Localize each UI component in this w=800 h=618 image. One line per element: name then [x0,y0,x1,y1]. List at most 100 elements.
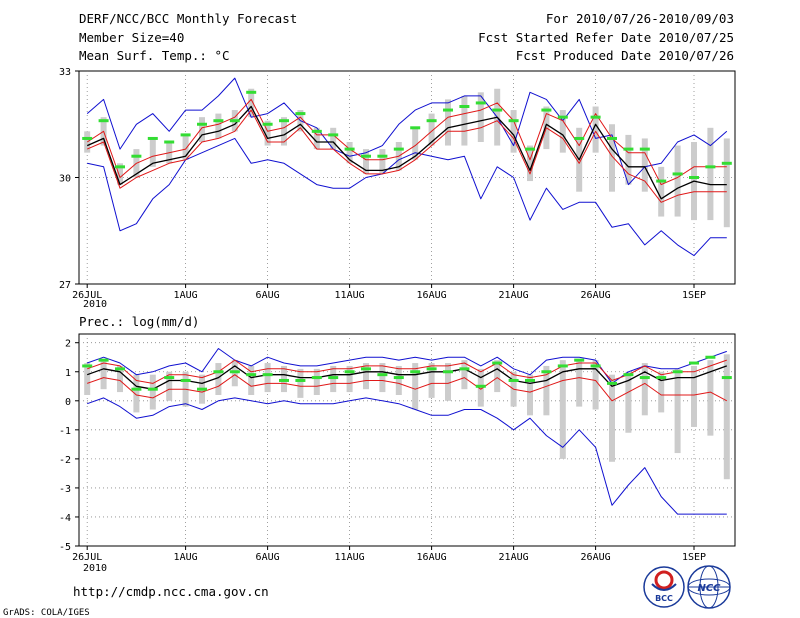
temp-xtick-label: 26AUG [581,290,611,301]
temp-spread-bar [428,113,435,146]
prec-spread-bar [248,365,255,395]
temp-xtick-label: 1AUG [174,290,198,301]
prec-spread-bar [149,374,156,410]
prec-spread-bar [313,368,320,395]
prec-panel: -5 -4 -3 -2 -1 0 1 2 26JUL 1AUG 6AUG 11AUG 16AUG 21AU… [59,334,735,563]
prec-ytick-label: -5 [59,542,71,553]
temp-xtick-label: 6AUG [256,290,280,301]
prec-spread-bar [84,363,91,395]
temp-upper-line [86,98,727,186]
prec-spread-bar [625,371,632,433]
prec-spread-bar [494,360,501,393]
prec-spread-bar [412,363,419,410]
prec-ytick-label: -1 [59,426,71,437]
prec-xtick-label: 26JUL [72,552,102,563]
fcst-started-date: Fcst Started Refer Date 2010/07/25 [478,30,734,45]
prec-spread-bar [264,363,271,393]
prec-spread-bar [215,363,222,395]
prec-ytick-label: 1 [65,368,71,379]
temp-xtick-label: 11AUG [335,290,365,301]
temp-spread-bar [609,124,615,192]
prec-ytick-label: -4 [59,513,71,524]
temp-spread-bar [592,106,599,153]
variable-label: Mean Surf. Temp.: °C [79,48,230,63]
prec-spread-bar [674,368,681,454]
prec-ytick-label: 2 [65,339,71,350]
bcc-logo: BCC [643,566,685,608]
ncc-logo: NCC [687,565,731,609]
prec-spread-bar [658,371,665,413]
prec-spread-bar [461,360,468,390]
temp-spread-bar [477,92,484,142]
prec-spread-bar [641,363,648,416]
fcst-produced-date: Fcst Produced Date 2010/07/26 [515,48,734,63]
prec-spread-bar [395,365,402,395]
temp-spread-bar [215,113,222,139]
prec-xtick-label: 1SEP [682,552,706,563]
temp-spread-bar [707,127,714,221]
chart-title: DERF/NCC/BCC Monthly Forecast [79,11,298,26]
temp-spread-bar [281,117,287,146]
temp-spread-bar [117,163,123,185]
temp-min-line [87,137,727,257]
prec-spread-bar [559,360,566,459]
prec-year-label: 2010 [83,563,107,574]
temp-spread-bar [182,134,189,160]
prec-xtick-label: 21AUG [499,552,529,563]
prec-panel-title: Prec.: log(mm/d) [79,314,199,329]
temp-spread-bar [641,138,648,192]
temp-ytick-label: 30 [59,174,71,185]
prec-xtick-label: 6AUG [256,552,280,563]
prec-xtick-label: 26AUG [581,552,611,563]
prec-spread-bar [723,354,730,480]
prec-spread-bar [527,374,533,416]
prec-spread-bar [445,363,451,401]
temp-spread-bar [199,117,205,142]
prec-upper-line [87,359,727,384]
prec-ytick-label: 0 [65,397,71,408]
prec-spread-bar [363,363,369,390]
temp-panel: 27 30 33 26JUL 1AUG 6AUG 11AUG 16AUG 21AUG 26AUG 1… [59,67,735,301]
prec-spread-bar [707,360,714,436]
prec-spread-bar [592,360,599,410]
prec-xtick-label: 1AUG [174,552,198,563]
temp-spread-bar [330,127,337,150]
prec-spread-bar [117,365,123,393]
temp-spread-bar [559,110,566,153]
temp-spread-bar [346,142,353,164]
temp-mean-line [86,105,727,200]
temp-spread-bar [461,95,468,146]
temp-xtick-label: 21AUG [499,290,529,301]
prec-spread-bar [133,374,140,413]
prec-spread-bar [543,365,550,416]
temp-spread-bar [674,145,681,217]
prec-spread-bar [379,363,386,393]
prec-spread-bar [691,365,697,427]
temp-spread-bar [149,138,156,167]
footer-url[interactable]: http://cmdp.ncc.cma.gov.cn [73,584,269,599]
prec-min-line [87,397,727,515]
temp-spread-bar [248,88,255,118]
prec-spread-bar [297,368,304,398]
member-size: Member Size=40 [79,30,185,45]
temp-xtick-label: 1SEP [682,290,706,301]
prec-xtick-label: 11AUG [335,552,365,563]
prec-spread-bar [609,374,615,462]
temp-spread-bar [379,149,386,174]
forecast-period: For 2010/07/26-2010/09/03 [545,11,734,26]
prec-spread-bar [576,360,583,407]
temp-xtick-label: 16AUG [417,290,447,301]
temp-spread-bar [264,120,271,146]
temp-spread-bar [510,110,517,153]
prec-spread-bar [428,363,435,398]
temp-spread-bar [445,99,451,146]
temp-ytick-label: 33 [59,67,71,78]
prec-spread-bar [100,360,107,390]
temp-spread-bar [625,134,632,185]
temp-lower-line [87,109,727,203]
prec-mean-line [86,365,728,390]
temp-spread-bar [313,127,320,150]
temp-xtick-label: 26JUL [72,290,102,301]
temp-spread-bar [412,127,419,160]
